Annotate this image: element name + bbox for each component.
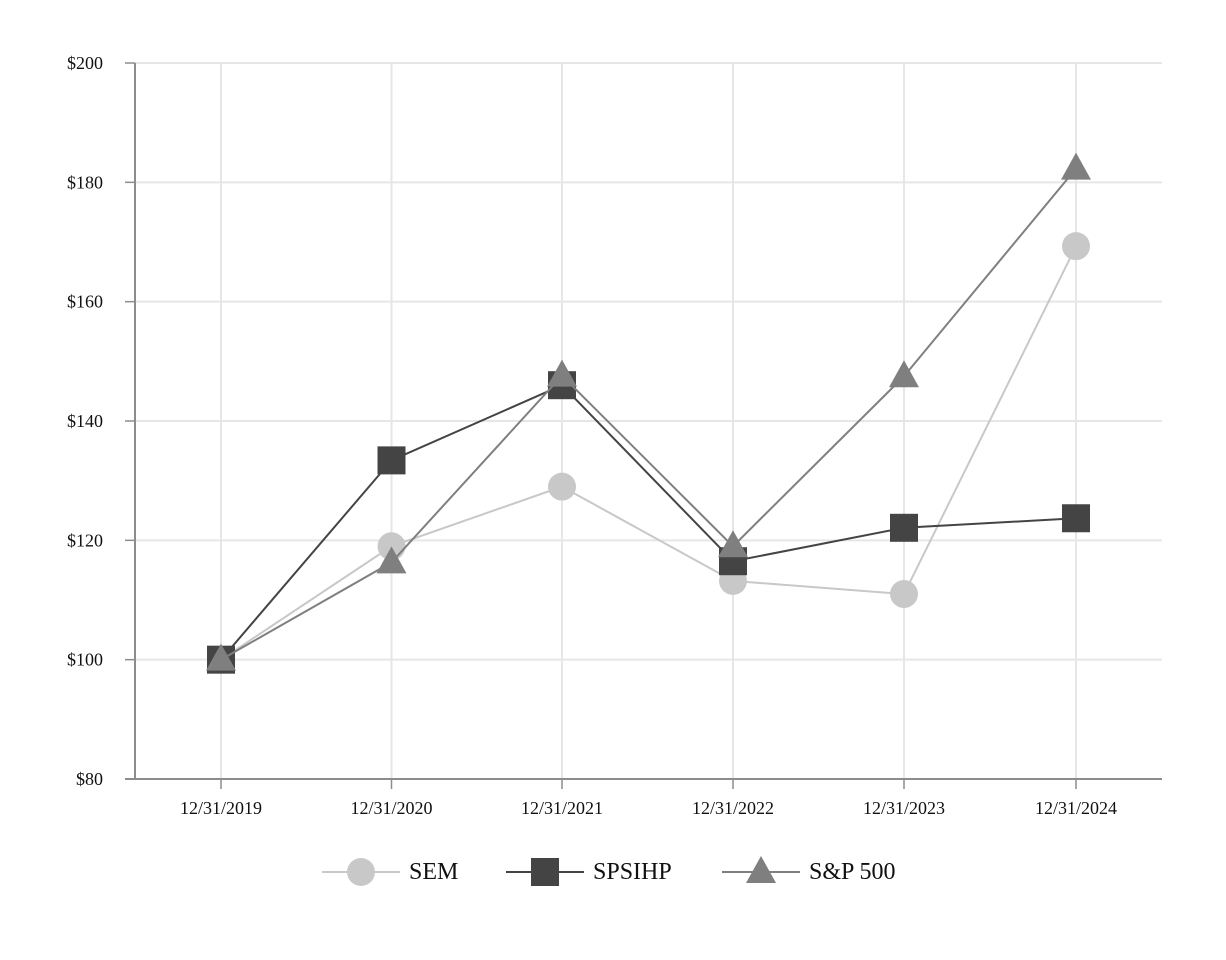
series-layer [206, 152, 1091, 674]
y-tick-label: $160 [67, 292, 103, 312]
y-tick-label: $100 [67, 650, 103, 670]
legend-marker [531, 858, 559, 886]
data-point-s-p-500 [376, 546, 407, 574]
legend-label: S&P 500 [809, 859, 895, 885]
data-point-sem [548, 472, 576, 501]
series-s-p-500 [206, 152, 1091, 671]
x-tick-label: 12/31/2020 [350, 798, 432, 818]
legend-item-spsihp: SPSIHP [506, 858, 672, 886]
axis-layer: $80 $100 $120 $140 $160 $180 $200 12/31/2019 12/… [67, 53, 1162, 818]
legend-marker [347, 858, 375, 886]
series-line-sem [220, 245, 1077, 661]
legend-item-sem: SEM [322, 858, 458, 886]
legend: SEM SPSIHP S&P 500 [322, 856, 895, 886]
data-point-spsihp [890, 513, 918, 542]
y-tick-label: $80 [76, 769, 103, 789]
data-point-s-p-500 [889, 360, 919, 388]
x-tick-label: 12/31/2024 [1035, 798, 1117, 818]
x-tick-label: 12/31/2021 [521, 798, 603, 818]
legend-marker [746, 856, 776, 883]
data-point-s-p-500 [1061, 152, 1091, 180]
series-line-s-p-500 [220, 167, 1077, 661]
data-point-s-p-500 [718, 530, 748, 558]
grid-layer [135, 62, 1162, 779]
y-tick-label: $140 [67, 411, 103, 431]
data-point-sem [890, 580, 918, 609]
series-sem [207, 232, 1090, 674]
legend-label: SEM [409, 859, 458, 885]
x-tick-label: 12/31/2022 [692, 798, 774, 818]
data-point-spsihp [1062, 504, 1090, 533]
series-spsihp [207, 371, 1090, 674]
series-line-spsihp [220, 384, 1077, 661]
y-tick-label: $200 [67, 53, 103, 73]
data-point-s-p-500 [206, 643, 236, 671]
y-tick-label: $180 [67, 172, 103, 192]
data-point-sem [1062, 232, 1090, 261]
data-point-spsihp [377, 446, 406, 475]
legend-item-s-p-500: S&P 500 [722, 856, 895, 885]
x-tick-label: 12/31/2019 [180, 798, 262, 818]
legend-label: SPSIHP [593, 859, 672, 885]
y-tick-label: $120 [67, 530, 103, 550]
x-tick-label: 12/31/2023 [863, 798, 945, 818]
data-point-s-p-500 [547, 359, 577, 387]
